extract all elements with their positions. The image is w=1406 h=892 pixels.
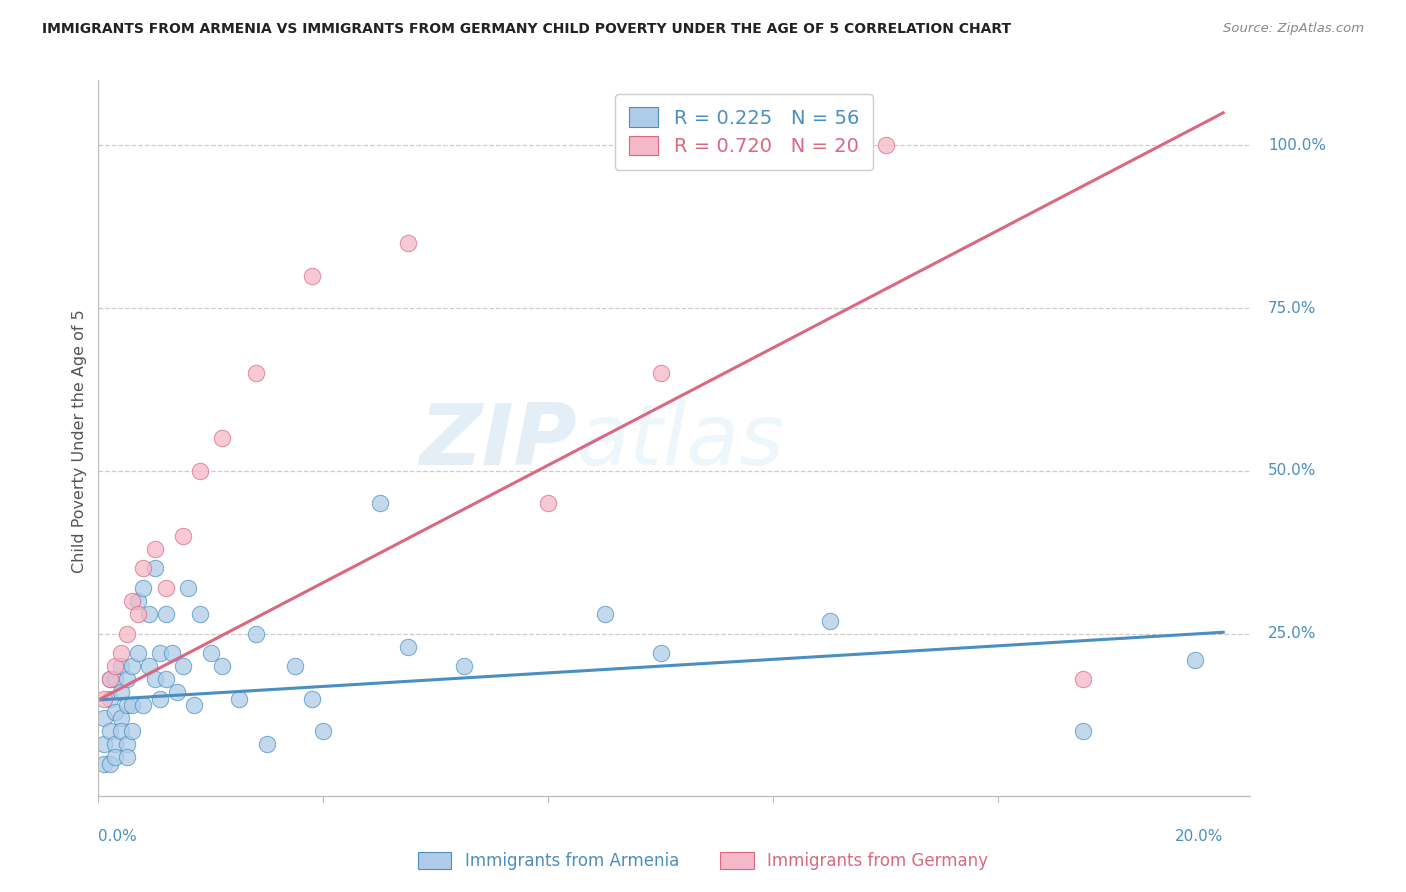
Point bbox=[93, 691, 115, 706]
Point bbox=[143, 672, 166, 686]
Point bbox=[98, 724, 121, 739]
Point bbox=[650, 366, 672, 380]
Point bbox=[301, 691, 323, 706]
Point bbox=[593, 607, 616, 621]
Point bbox=[368, 496, 391, 510]
Point bbox=[211, 659, 233, 673]
Point bbox=[93, 756, 115, 771]
Point bbox=[818, 614, 841, 628]
Point bbox=[110, 724, 132, 739]
Point bbox=[1071, 724, 1094, 739]
Point bbox=[396, 640, 419, 654]
Point bbox=[245, 366, 267, 380]
Point bbox=[121, 594, 143, 608]
Point bbox=[110, 685, 132, 699]
Point bbox=[115, 672, 138, 686]
Point bbox=[149, 691, 172, 706]
Point bbox=[104, 659, 127, 673]
Point bbox=[160, 646, 183, 660]
Text: 25.0%: 25.0% bbox=[1268, 626, 1316, 641]
Point bbox=[245, 626, 267, 640]
Y-axis label: Child Poverty Under the Age of 5: Child Poverty Under the Age of 5 bbox=[72, 310, 87, 574]
Text: 100.0%: 100.0% bbox=[1268, 138, 1326, 153]
Point bbox=[127, 646, 149, 660]
Point bbox=[312, 724, 335, 739]
Text: 0.0%: 0.0% bbox=[98, 829, 138, 844]
Legend: Immigrants from Armenia, Immigrants from Germany: Immigrants from Armenia, Immigrants from… bbox=[411, 845, 995, 877]
Text: 50.0%: 50.0% bbox=[1268, 463, 1316, 478]
Point bbox=[93, 711, 115, 725]
Point bbox=[104, 750, 127, 764]
Point bbox=[166, 685, 188, 699]
Point bbox=[115, 698, 138, 713]
Legend: R = 0.225   N = 56, R = 0.720   N = 20: R = 0.225 N = 56, R = 0.720 N = 20 bbox=[616, 94, 873, 169]
Point bbox=[121, 659, 143, 673]
Point bbox=[98, 672, 121, 686]
Point bbox=[284, 659, 307, 673]
Point bbox=[138, 607, 160, 621]
Text: 20.0%: 20.0% bbox=[1175, 829, 1223, 844]
Point bbox=[138, 659, 160, 673]
Point bbox=[110, 711, 132, 725]
Point bbox=[183, 698, 205, 713]
Point bbox=[127, 594, 149, 608]
Point bbox=[188, 464, 211, 478]
Point bbox=[93, 737, 115, 751]
Point bbox=[115, 626, 138, 640]
Point bbox=[172, 529, 194, 543]
Point bbox=[301, 268, 323, 283]
Point bbox=[121, 698, 143, 713]
Point bbox=[132, 561, 155, 575]
Point bbox=[121, 724, 143, 739]
Point bbox=[650, 646, 672, 660]
Point bbox=[143, 541, 166, 556]
Point bbox=[228, 691, 250, 706]
Point bbox=[98, 691, 121, 706]
Point bbox=[155, 607, 177, 621]
Point bbox=[188, 607, 211, 621]
Point bbox=[1071, 672, 1094, 686]
Point bbox=[155, 672, 177, 686]
Point bbox=[177, 581, 200, 595]
Point bbox=[115, 737, 138, 751]
Text: Source: ZipAtlas.com: Source: ZipAtlas.com bbox=[1223, 22, 1364, 36]
Point bbox=[98, 672, 121, 686]
Point bbox=[98, 756, 121, 771]
Point bbox=[110, 646, 132, 660]
Point bbox=[104, 672, 127, 686]
Point bbox=[104, 705, 127, 719]
Point bbox=[104, 737, 127, 751]
Point bbox=[453, 659, 475, 673]
Point bbox=[110, 659, 132, 673]
Point bbox=[200, 646, 222, 660]
Point bbox=[211, 431, 233, 445]
Point bbox=[396, 235, 419, 250]
Point bbox=[155, 581, 177, 595]
Point bbox=[875, 138, 897, 153]
Text: 75.0%: 75.0% bbox=[1268, 301, 1316, 316]
Point bbox=[143, 561, 166, 575]
Point bbox=[537, 496, 560, 510]
Point bbox=[132, 581, 155, 595]
Point bbox=[115, 750, 138, 764]
Point bbox=[149, 646, 172, 660]
Point bbox=[172, 659, 194, 673]
Text: ZIP: ZIP bbox=[419, 400, 576, 483]
Point bbox=[256, 737, 278, 751]
Point bbox=[127, 607, 149, 621]
Point bbox=[132, 698, 155, 713]
Text: atlas: atlas bbox=[576, 400, 785, 483]
Text: IMMIGRANTS FROM ARMENIA VS IMMIGRANTS FROM GERMANY CHILD POVERTY UNDER THE AGE O: IMMIGRANTS FROM ARMENIA VS IMMIGRANTS FR… bbox=[42, 22, 1011, 37]
Point bbox=[1184, 652, 1206, 666]
